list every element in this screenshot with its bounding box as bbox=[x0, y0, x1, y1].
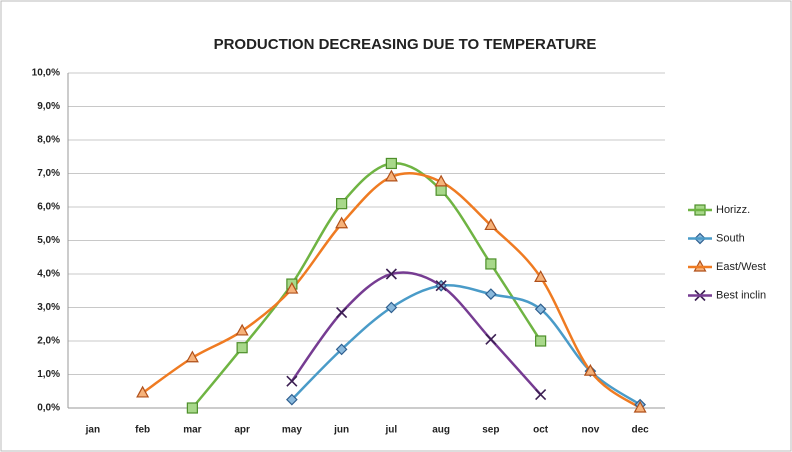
x-tick-label: sep bbox=[482, 425, 499, 436]
x-tick-label: aug bbox=[432, 425, 450, 436]
x-tick-label: jun bbox=[333, 425, 349, 436]
marker bbox=[286, 393, 298, 406]
legend-label: South bbox=[716, 232, 745, 244]
x-tick-label: may bbox=[282, 425, 302, 436]
x-tick-label: nov bbox=[581, 425, 599, 436]
y-tick-label: 6,0% bbox=[37, 202, 60, 213]
x-tick-label: jan bbox=[85, 425, 100, 436]
marker bbox=[385, 301, 398, 314]
marker bbox=[335, 343, 348, 356]
chart-title: PRODUCTION DECREASING DUE TO TEMPERATURE bbox=[214, 36, 597, 53]
marker bbox=[535, 335, 547, 347]
y-tick-label: 1,0% bbox=[37, 369, 60, 380]
marker bbox=[336, 198, 348, 210]
marker bbox=[583, 363, 597, 376]
y-tick-label: 9,0% bbox=[37, 101, 60, 112]
legend-label: East/West bbox=[716, 261, 766, 273]
marker bbox=[485, 258, 497, 270]
y-tick-label: 5,0% bbox=[37, 235, 60, 246]
y-tick-label: 3,0% bbox=[37, 302, 60, 313]
marker bbox=[633, 400, 647, 413]
y-tick-label: 10,0% bbox=[32, 68, 60, 79]
marker bbox=[534, 270, 548, 282]
series-line bbox=[290, 271, 542, 396]
x-tick-label: oct bbox=[533, 425, 549, 436]
x-tick-label: feb bbox=[135, 425, 150, 436]
y-tick-label: 4,0% bbox=[37, 269, 60, 280]
y-tick-label: 2,0% bbox=[37, 336, 60, 347]
marker bbox=[534, 303, 547, 316]
marker bbox=[435, 280, 447, 292]
marker bbox=[336, 306, 348, 319]
legend-label: Best inclin bbox=[716, 289, 766, 301]
marker bbox=[185, 350, 199, 363]
marker bbox=[385, 157, 397, 170]
marker bbox=[236, 342, 248, 354]
marker bbox=[434, 174, 448, 187]
marker bbox=[235, 323, 249, 336]
x-tick-label: jul bbox=[385, 425, 398, 436]
y-tick-label: 7,0% bbox=[37, 168, 60, 179]
marker bbox=[384, 169, 398, 182]
x-tick-label: dec bbox=[632, 425, 650, 436]
y-tick-label: 0,0% bbox=[37, 403, 60, 414]
marker bbox=[435, 184, 447, 196]
marker bbox=[484, 218, 498, 231]
marker bbox=[385, 268, 397, 280]
marker bbox=[286, 375, 298, 387]
x-tick-label: apr bbox=[234, 425, 250, 436]
marker bbox=[186, 402, 198, 414]
marker bbox=[136, 385, 150, 398]
y-tick-label: 8,0% bbox=[37, 135, 60, 146]
legend-label: Horizz. bbox=[716, 204, 750, 216]
marker bbox=[335, 216, 349, 229]
marker bbox=[485, 288, 497, 300]
marker bbox=[285, 281, 299, 294]
marker bbox=[485, 333, 497, 345]
x-tick-label: mar bbox=[183, 425, 201, 436]
marker bbox=[535, 389, 547, 401]
